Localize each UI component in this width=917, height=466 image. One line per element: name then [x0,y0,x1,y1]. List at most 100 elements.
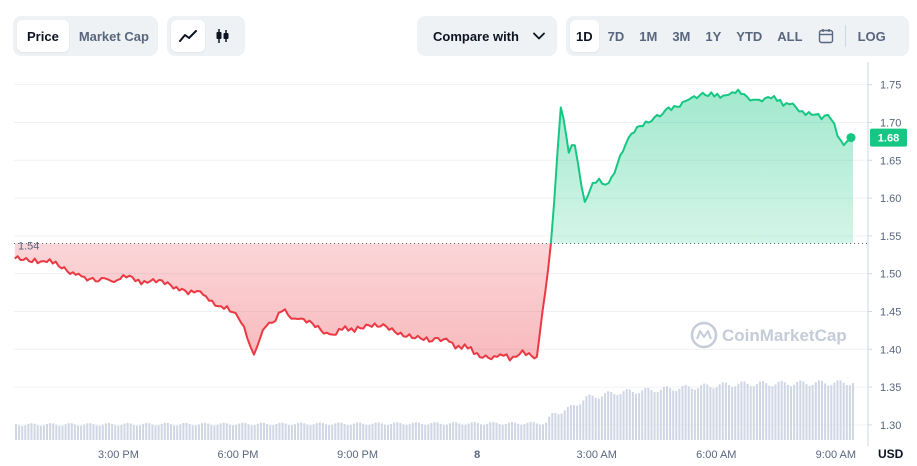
volume-bar [89,423,92,440]
volume-bar [461,424,464,440]
volume-bar [287,424,290,440]
volume-bar [610,391,613,440]
volume-bar [222,422,225,440]
volume-bar [480,424,482,440]
volume-bar [247,424,250,440]
reference-line: 1.54 [14,240,868,252]
volume-bar [690,388,693,440]
volume-bar [439,423,442,440]
volume-bar [535,423,538,440]
volume-bar [579,404,582,440]
volume-bar [151,424,154,440]
volume-bar [675,390,678,440]
volume-bar [827,385,830,440]
x-tick-label: 9:00 AM [816,449,856,461]
volume-bar [473,422,476,440]
volume-bar [796,381,799,440]
y-tick-label: 1.40 [880,344,901,356]
volume-bar [706,384,709,440]
volume-bar [120,424,123,440]
volume-bar [67,423,70,440]
volume-bar [154,425,157,440]
volume-bar [142,423,145,440]
market-cap-tab[interactable]: Market Cap [78,28,149,44]
volume-bar [641,390,644,440]
volume-bar [507,422,510,440]
range-ytd[interactable]: YTD [736,28,763,44]
volume-bar [325,424,327,440]
volume-bar [312,424,315,440]
volume-bar [393,422,396,440]
volume-bar [148,423,151,440]
volume-bar [433,422,436,440]
range-all[interactable]: ALL [777,28,803,44]
volume-bar [783,382,786,440]
volume-bar [111,423,114,440]
volume-bar [600,396,603,440]
volume-bar [542,424,544,440]
volume-bar [759,381,761,440]
price-area [14,89,853,361]
candlestick-icon[interactable] [205,20,239,52]
range-1y[interactable]: 1Y [705,28,722,44]
x-axis: 3:00 PM 6:00 PM 9:00 PM 8 3:00 AM 6:00 AM 9:00… [98,447,904,461]
price-tab[interactable]: Price [17,20,69,52]
volume-bar [173,425,176,440]
volume-bar [318,422,321,440]
range-7d[interactable]: 7D [607,28,625,44]
coinmarketcap-watermark: CoinMarketCap [690,321,847,349]
volume-bar [250,425,253,440]
volume-bar [430,423,433,440]
volume-bar [824,383,827,440]
volume-bar [132,424,135,440]
area-fill-up [14,89,853,244]
volume-bar [421,424,424,440]
line-chart-icon[interactable] [171,20,205,52]
volume-bar [560,413,563,440]
volume-bar [811,384,814,440]
price-line-up [549,88,854,244]
volume-bar [340,422,343,440]
volume-bar [368,424,371,440]
volume-bar [622,391,625,440]
compare-with-dropdown[interactable]: Compare with [417,16,557,56]
calendar-icon[interactable] [812,20,840,52]
volume-bar [114,425,117,440]
volume-bar [191,425,194,440]
volume-bar [765,383,768,440]
volume-bar [842,382,845,440]
volume-bar [232,425,234,440]
volume-bar [108,422,110,440]
volume-bar [402,424,405,440]
volume-bar [526,422,529,440]
volume-bar [24,425,27,440]
volume-bar [569,405,572,440]
volume-bar [321,423,324,440]
range-3m[interactable]: 3M [672,28,691,44]
volume-bar [470,422,473,440]
volume-bar [817,380,820,440]
volume-bar [92,424,95,440]
volume-bar [238,423,241,440]
range-1m[interactable]: 1M [639,28,658,44]
x-tick-label: 6:00 AM [696,449,736,461]
volume-bar [768,385,771,440]
volume-bar [653,392,656,440]
volume-bar [455,422,458,440]
volume-bar [266,423,269,440]
volume-bar [135,425,138,440]
range-1d[interactable]: 1D [570,20,599,52]
volume-bar [86,423,89,440]
volume-bar [830,385,833,440]
y-tick-label: 1.70 [880,117,901,129]
volume-bar [30,423,33,440]
volume-bar [836,380,839,440]
y-tick-label: 1.65 [880,155,901,167]
log-scale-toggle[interactable]: LOG [857,28,886,44]
price-line-down [14,243,552,362]
volume-bar [514,422,517,440]
volume-bar [638,393,641,440]
volume-bar [263,422,265,440]
volume-bar [309,425,312,440]
